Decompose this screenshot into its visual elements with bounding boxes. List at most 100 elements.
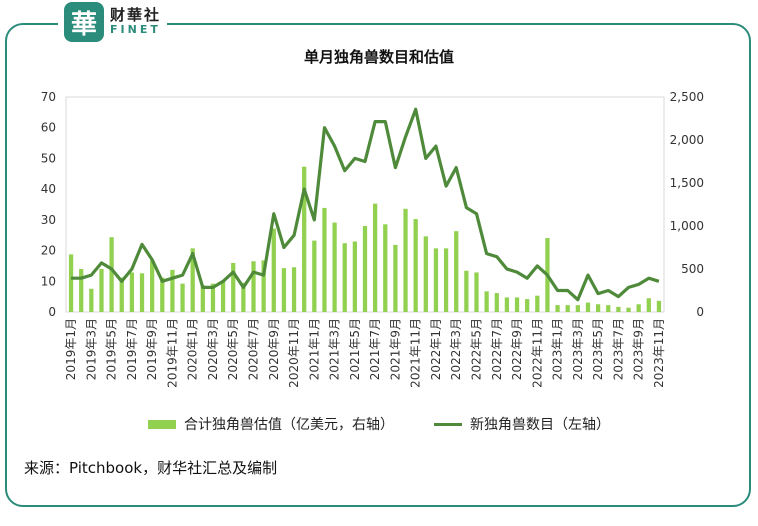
- valuation-bar: [231, 262, 236, 312]
- valuation-bar: [322, 207, 327, 312]
- x-axis-tick-label: 2019年11月: [165, 318, 179, 388]
- valuation-bar: [109, 237, 114, 312]
- legend-label-valuation: 合计独角兽估值（亿美元，右轴）: [184, 417, 394, 433]
- logo-english-text: FINET: [110, 23, 161, 37]
- x-axis-tick-label: 2022年7月: [490, 318, 504, 380]
- valuation-bar: [464, 270, 469, 312]
- valuation-bar: [220, 281, 226, 312]
- right-axis-tick-label: 0: [696, 305, 704, 319]
- valuation-bar: [291, 267, 297, 312]
- chart-legend: 合计独角兽估值（亿美元，右轴） 新独角兽数目（左轴）: [0, 414, 758, 434]
- valuation-bar: [210, 283, 216, 312]
- x-axis-tick-label: 2022年9月: [510, 318, 524, 380]
- x-axis-tick-label: 2019年3月: [84, 318, 98, 380]
- x-axis-tick-label: 2020年5月: [226, 318, 240, 380]
- left-axis-tick-label: 50: [41, 151, 56, 165]
- valuation-bar: [352, 241, 357, 312]
- valuation-bar: [251, 261, 256, 312]
- logo-chinese-text: 财華社: [110, 6, 162, 25]
- valuation-bar: [626, 307, 631, 312]
- x-axis-tick-label: 2021年1月: [307, 318, 321, 380]
- legend-item-valuation: 合计独角兽估值（亿美元，右轴）: [148, 414, 394, 434]
- valuation-bar: [281, 268, 287, 312]
- left-axis-tick-label: 30: [41, 213, 56, 227]
- x-axis-tick-label: 2021年11月: [409, 318, 423, 388]
- x-axis-tick-label: 2021年9月: [388, 318, 402, 380]
- valuation-bar: [383, 224, 388, 312]
- x-axis-tick-label: 2019年9月: [145, 318, 159, 380]
- right-axis-tick-label: 1,000: [670, 219, 704, 233]
- source-note: 来源：Pitchbook，财华社汇总及编制: [24, 459, 278, 477]
- left-axis-tick-label: 40: [41, 182, 56, 196]
- x-axis-tick-label: 2023年5月: [591, 318, 605, 380]
- left-axis-tick-label: 0: [48, 305, 56, 319]
- x-axis-tick-label: 2019年1月: [64, 318, 78, 380]
- chart-title: 单月独角兽数目和估值: [303, 48, 454, 66]
- valuation-bar: [514, 297, 520, 312]
- valuation-bar: [443, 248, 449, 312]
- left-axis-tick-label: 20: [41, 244, 56, 258]
- valuation-bar: [595, 304, 601, 312]
- valuation-bar: [373, 203, 378, 312]
- left-axis-tick-label: 10: [41, 274, 56, 288]
- finet-logo: 華 财華社 FINET: [58, 2, 168, 42]
- valuation-bar: [302, 166, 307, 312]
- right-axis-tick-label: 2,000: [670, 133, 704, 147]
- legend-item-count: 新独角兽数目（左轴）: [434, 414, 610, 434]
- valuation-bar: [565, 305, 570, 312]
- x-axis-tick-label: 2020年7月: [247, 318, 261, 380]
- valuation-bar: [332, 222, 337, 312]
- x-axis-tick-label: 2021年7月: [368, 318, 382, 380]
- x-axis-tick-label: 2022年3月: [449, 318, 463, 380]
- valuation-bar: [656, 300, 662, 312]
- x-axis-tick-label: 2022年5月: [469, 318, 483, 380]
- x-axis-tick-label: 2023年7月: [611, 318, 625, 380]
- valuation-bar: [89, 288, 94, 312]
- x-axis-tick-label: 2022年11月: [530, 318, 544, 388]
- valuation-bar: [636, 304, 641, 312]
- valuation-bar: [170, 269, 175, 312]
- valuation-bar: [200, 285, 205, 312]
- x-axis-tick-label: 2023年9月: [632, 318, 646, 380]
- right-axis-tick-label: 500: [681, 262, 704, 276]
- x-axis-tick-label: 2019年5月: [105, 318, 119, 380]
- valuation-bar: [403, 208, 408, 312]
- valuation-bar: [261, 260, 266, 312]
- valuation-bar: [393, 244, 398, 312]
- x-axis-tick-label: 2021年5月: [348, 318, 362, 380]
- valuation-bar: [494, 293, 499, 312]
- new-unicorn-count-line: [71, 107, 660, 302]
- x-axis-tick-label: 2020年3月: [206, 318, 220, 380]
- valuation-bar: [79, 269, 84, 312]
- legend-bar-swatch: [148, 419, 176, 429]
- x-axis-tick-label: 2020年9月: [267, 318, 281, 380]
- valuation-bar: [525, 299, 530, 312]
- valuation-bar: [606, 305, 611, 312]
- valuation-bar: [474, 272, 479, 312]
- valuation-bar: [139, 273, 145, 312]
- valuation-bar: [160, 277, 165, 312]
- right-axis-tick-label: 1,500: [670, 176, 704, 190]
- valuation-bar: [241, 282, 246, 312]
- valuation-bar: [484, 291, 489, 312]
- valuation-bar: [271, 228, 276, 312]
- legend-label-count: 新独角兽数目（左轴）: [470, 417, 610, 433]
- valuation-bar: [99, 269, 104, 312]
- x-axis-tick-label: 2023年11月: [652, 318, 666, 388]
- valuation-bar: [342, 243, 347, 312]
- valuation-bar: [454, 231, 459, 312]
- x-axis-tick-label: 2021年3月: [328, 318, 342, 380]
- valuation-bar: [423, 236, 428, 312]
- valuation-bar: [575, 305, 580, 312]
- x-axis-tick-label: 2022年1月: [429, 318, 443, 380]
- x-axis-tick-label: 2020年11月: [287, 318, 301, 388]
- valuation-bar: [362, 226, 368, 312]
- left-axis-tick-label: 70: [41, 90, 56, 104]
- valuation-bar: [535, 295, 540, 312]
- valuation-bar: [129, 272, 135, 312]
- valuation-bar: [312, 240, 317, 312]
- valuation-bar: [190, 248, 195, 312]
- valuation-bar: [504, 297, 510, 312]
- x-axis-tick-label: 2023年1月: [551, 318, 565, 380]
